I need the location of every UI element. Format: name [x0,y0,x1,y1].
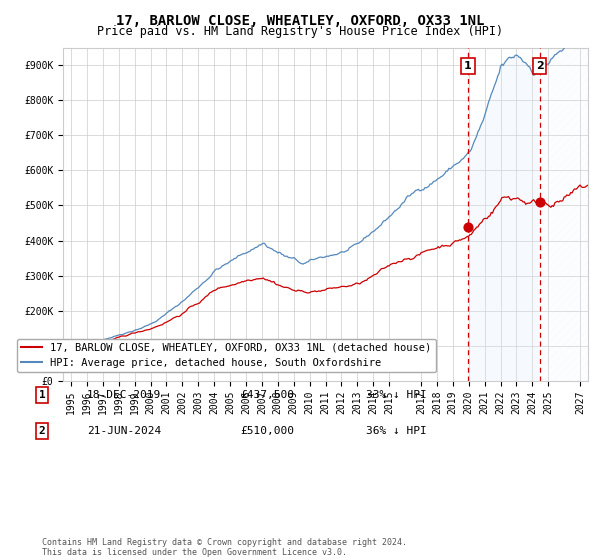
Bar [540,48,588,381]
Text: Price paid vs. HM Land Registry's House Price Index (HPI): Price paid vs. HM Land Registry's House … [97,25,503,38]
Legend: 17, BARLOW CLOSE, WHEATLEY, OXFORD, OX33 1NL (detached house), HPI: Average pric: 17, BARLOW CLOSE, WHEATLEY, OXFORD, OX33… [17,339,436,372]
Text: 2: 2 [38,426,46,436]
Point [535,198,545,207]
Text: 2: 2 [536,61,544,71]
Point [463,223,473,232]
Text: £510,000: £510,000 [240,426,294,436]
Text: 17, BARLOW CLOSE, WHEATLEY, OXFORD, OX33 1NL: 17, BARLOW CLOSE, WHEATLEY, OXFORD, OX33… [116,14,484,28]
Text: Contains HM Land Registry data © Crown copyright and database right 2024.
This d: Contains HM Land Registry data © Crown c… [42,538,407,557]
Text: 18-DEC-2019: 18-DEC-2019 [87,390,161,400]
Text: £437,500: £437,500 [240,390,294,400]
Text: 1: 1 [464,61,472,71]
Text: 36% ↓ HPI: 36% ↓ HPI [366,426,427,436]
Text: 21-JUN-2024: 21-JUN-2024 [87,426,161,436]
Text: 1: 1 [38,390,46,400]
Text: 33% ↓ HPI: 33% ↓ HPI [366,390,427,400]
